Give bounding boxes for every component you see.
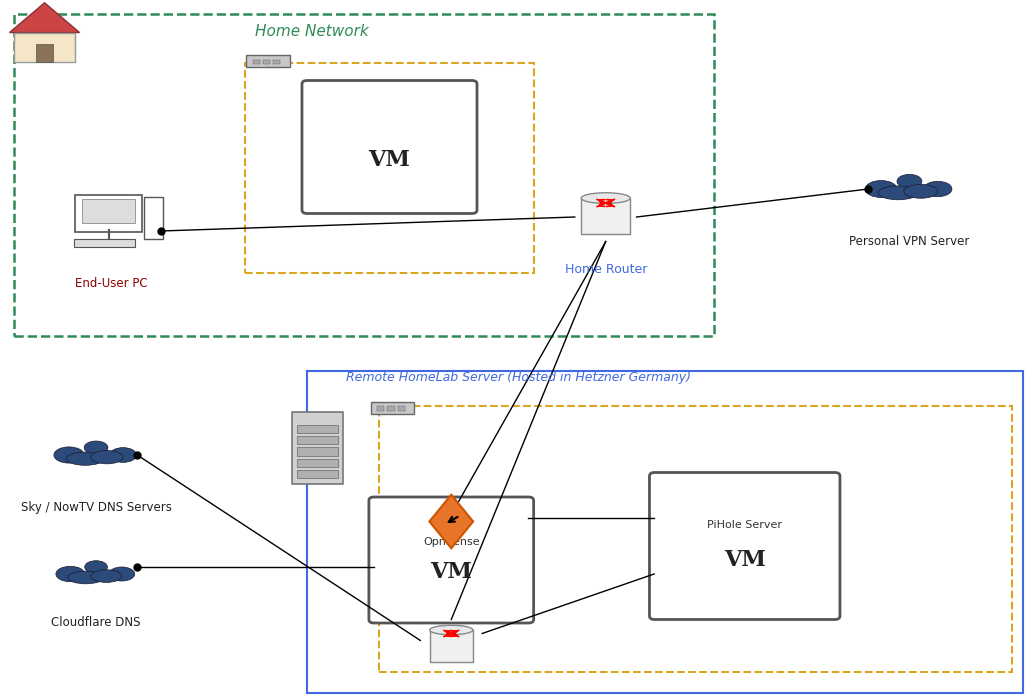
FancyBboxPatch shape [13, 33, 75, 62]
Ellipse shape [91, 570, 122, 582]
Text: Home Router: Home Router [564, 263, 647, 276]
Ellipse shape [866, 181, 897, 197]
Text: Personal VPN Server: Personal VPN Server [849, 235, 970, 248]
FancyBboxPatch shape [582, 198, 630, 234]
Ellipse shape [84, 441, 107, 454]
Text: Remote HomeLab Server (Hosted in Hetzner Germany): Remote HomeLab Server (Hosted in Hetzner… [346, 372, 691, 384]
Ellipse shape [68, 571, 103, 584]
FancyBboxPatch shape [430, 630, 473, 662]
FancyBboxPatch shape [144, 197, 163, 239]
Polygon shape [430, 495, 473, 548]
FancyBboxPatch shape [273, 60, 280, 64]
FancyBboxPatch shape [369, 497, 534, 623]
Ellipse shape [582, 193, 630, 204]
Ellipse shape [91, 451, 123, 464]
FancyBboxPatch shape [398, 406, 405, 411]
Ellipse shape [924, 181, 952, 197]
Ellipse shape [54, 447, 84, 463]
Ellipse shape [66, 452, 104, 466]
FancyBboxPatch shape [252, 60, 259, 64]
FancyBboxPatch shape [298, 425, 338, 433]
Ellipse shape [878, 186, 918, 200]
FancyBboxPatch shape [75, 195, 143, 232]
FancyBboxPatch shape [377, 406, 384, 411]
FancyBboxPatch shape [650, 473, 840, 620]
Ellipse shape [897, 174, 921, 188]
Text: OpnSense: OpnSense [422, 537, 479, 547]
Text: Sky / NowTV DNS Servers: Sky / NowTV DNS Servers [21, 501, 171, 514]
FancyBboxPatch shape [292, 412, 343, 484]
FancyBboxPatch shape [36, 45, 54, 62]
FancyBboxPatch shape [73, 239, 135, 246]
FancyBboxPatch shape [298, 436, 338, 445]
FancyBboxPatch shape [387, 406, 395, 411]
Text: VM: VM [369, 148, 410, 171]
FancyBboxPatch shape [247, 55, 289, 67]
Text: Home Network: Home Network [255, 24, 369, 39]
FancyBboxPatch shape [298, 470, 338, 478]
Ellipse shape [108, 567, 134, 581]
FancyBboxPatch shape [371, 402, 414, 414]
Text: Cloudflare DNS: Cloudflare DNS [52, 617, 140, 629]
Ellipse shape [56, 566, 85, 582]
Ellipse shape [85, 561, 107, 573]
Polygon shape [9, 3, 80, 33]
FancyBboxPatch shape [302, 80, 477, 214]
Text: End-User PC: End-User PC [75, 277, 148, 290]
Text: VM: VM [431, 561, 472, 583]
Text: PiHole Server: PiHole Server [708, 520, 782, 530]
Ellipse shape [109, 448, 136, 463]
FancyBboxPatch shape [298, 447, 338, 456]
Text: VM: VM [724, 549, 765, 571]
FancyBboxPatch shape [298, 458, 338, 467]
Ellipse shape [430, 625, 473, 635]
Ellipse shape [904, 184, 938, 198]
FancyBboxPatch shape [83, 199, 135, 223]
FancyBboxPatch shape [262, 60, 270, 64]
